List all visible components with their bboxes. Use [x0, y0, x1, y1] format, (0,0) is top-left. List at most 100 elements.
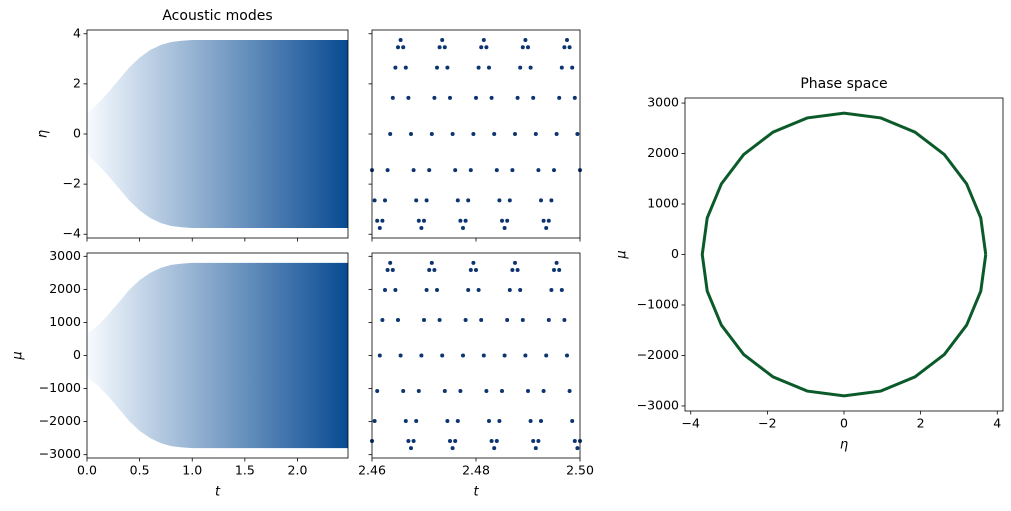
point: [533, 132, 538, 136]
point: [507, 198, 512, 203]
point: [539, 418, 543, 423]
point: [411, 168, 416, 173]
point: [427, 267, 432, 272]
point: [552, 267, 556, 272]
x-tick-label: 2.0: [288, 463, 308, 478]
x-axis-label: t: [473, 485, 479, 500]
y-tick-label: 4: [73, 25, 81, 40]
point: [562, 318, 567, 323]
point: [403, 65, 408, 70]
y-tick-label: 1000: [49, 314, 81, 329]
point: [398, 353, 403, 358]
point: [424, 198, 429, 203]
point: [442, 45, 447, 50]
point: [492, 446, 497, 451]
point: [565, 353, 569, 358]
point: [505, 218, 510, 223]
point: [520, 318, 525, 323]
axes-frame: [371, 252, 581, 459]
point: [401, 388, 406, 393]
point: [515, 95, 520, 100]
x-tick-label: 2.48: [462, 463, 490, 478]
point: [523, 353, 528, 358]
point: [507, 288, 512, 293]
point: [554, 260, 559, 265]
point: [442, 388, 447, 393]
point: [466, 288, 471, 293]
point: [401, 45, 406, 50]
point: [414, 418, 419, 423]
point: [411, 439, 416, 444]
point: [372, 198, 377, 203]
point: [557, 95, 562, 100]
point: [385, 168, 390, 173]
point: [515, 267, 520, 272]
point: [429, 260, 434, 265]
area-band: [87, 262, 348, 356]
point: [375, 388, 380, 393]
point: [409, 446, 413, 451]
point: [567, 45, 572, 50]
point: [549, 198, 554, 203]
x-tick-label: −2: [758, 416, 776, 431]
point: [520, 45, 525, 50]
point: [502, 225, 507, 230]
point: [481, 353, 486, 358]
point: [526, 45, 530, 50]
point: [445, 418, 450, 423]
point: [416, 218, 421, 223]
x-tick-label: −4: [682, 416, 700, 431]
axes-frame: [684, 97, 1004, 412]
point: [448, 439, 452, 444]
point: [403, 418, 408, 423]
y-tick-label: −4: [63, 226, 81, 241]
point: [393, 65, 398, 70]
point: [380, 318, 385, 323]
point: [546, 318, 551, 323]
point: [422, 318, 426, 323]
point: [559, 288, 564, 293]
y-axis-label: μ: [615, 250, 630, 259]
x-tick-label: 2.50: [566, 463, 594, 478]
y-tick-label: 0: [73, 347, 81, 362]
y-tick-label: −3000: [39, 446, 81, 461]
point: [455, 198, 460, 203]
point: [468, 168, 473, 173]
point: [388, 260, 393, 265]
x-axis-label: t: [215, 485, 221, 500]
point: [435, 288, 439, 293]
point: [572, 439, 577, 444]
point: [528, 65, 533, 70]
point: [390, 95, 395, 100]
point: [500, 218, 504, 223]
point: [513, 260, 517, 265]
x-tick-label: 0: [840, 416, 848, 431]
point: [489, 95, 494, 100]
x-tick-label: 1.5: [235, 463, 255, 478]
point: [383, 198, 387, 203]
point: [541, 388, 546, 393]
point: [453, 168, 458, 173]
point: [453, 439, 458, 444]
y-tick-label: −2000: [637, 347, 679, 362]
point: [554, 132, 559, 136]
point: [432, 267, 437, 272]
point: [492, 132, 497, 136]
point: [505, 318, 510, 323]
point: [484, 388, 489, 393]
point: [429, 132, 434, 136]
y-tick-label: 2000: [49, 281, 81, 296]
point: [562, 45, 567, 50]
point: [437, 318, 442, 323]
area-band: [87, 134, 348, 228]
point: [437, 45, 442, 50]
point: [416, 388, 421, 393]
point: [487, 65, 491, 70]
point: [531, 439, 536, 444]
point: [383, 288, 387, 293]
point: [461, 353, 465, 358]
point: [494, 168, 499, 173]
y-tick-label: 0: [73, 126, 81, 141]
